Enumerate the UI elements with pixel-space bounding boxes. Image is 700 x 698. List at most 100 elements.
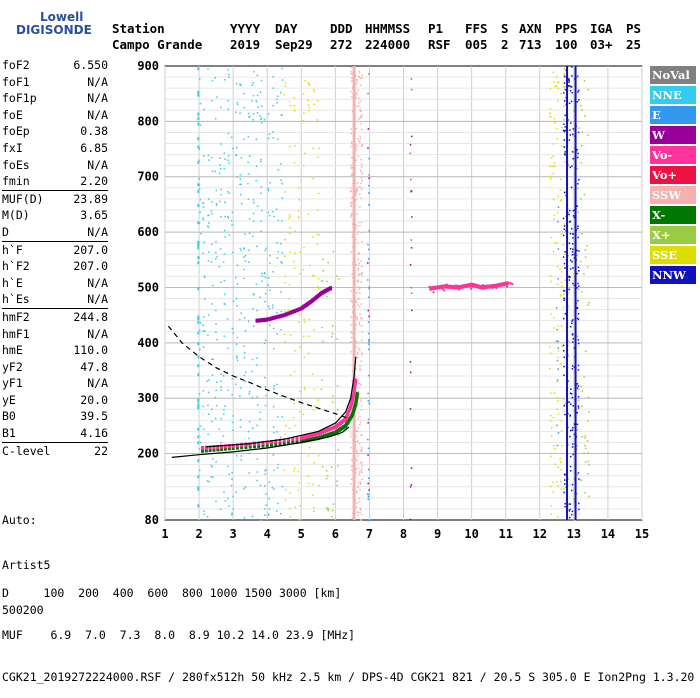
param-value: 3.65 (80, 208, 108, 223)
echo-dot (355, 472, 357, 474)
echo-dot (355, 263, 357, 266)
echo-dot (236, 283, 239, 285)
echo-dot (239, 193, 242, 196)
echo-dot (311, 373, 314, 375)
echo-dot (359, 206, 361, 208)
echo-dot (280, 395, 283, 397)
echo-dot (587, 134, 589, 136)
echo-dot (580, 385, 582, 388)
echo-dot (587, 396, 590, 399)
echo-dot (359, 349, 361, 352)
echo-dot (231, 327, 234, 330)
echo-dot (202, 324, 204, 327)
echo-dot (568, 102, 571, 105)
echo-dot (289, 105, 292, 107)
echo-dot (584, 491, 586, 494)
echo-dot (203, 108, 205, 111)
echo-dot (355, 187, 358, 190)
echo-dot (552, 481, 555, 483)
header-label-4: HHMMSS (365, 21, 411, 36)
trace-point-x (231, 446, 235, 451)
echo-dot (573, 129, 576, 131)
echo-dot (207, 198, 210, 200)
echo-dot (308, 446, 311, 449)
echo-dot (239, 112, 241, 114)
echo-dot (312, 506, 315, 509)
echo-dot (251, 515, 254, 518)
echo-dot (359, 507, 361, 510)
echo-dot (199, 322, 202, 324)
echo-dot (308, 109, 310, 112)
echo-dot (302, 268, 304, 271)
trace-point-x (204, 448, 208, 453)
echo-dot (564, 114, 566, 117)
echo-dot (317, 286, 319, 288)
echo-dot (580, 145, 583, 147)
echo-dot (553, 214, 556, 216)
param-row-hf2: h`F2 207.0 (2, 258, 108, 275)
echo-dot (255, 179, 257, 182)
echo-dot (576, 444, 579, 447)
echo-dot (559, 189, 562, 191)
echo-dot (317, 277, 320, 280)
header-value-0: Campo Grande (112, 37, 203, 52)
echo-dot (563, 398, 565, 400)
echo-dot (199, 198, 202, 201)
trace-point-vo (461, 284, 465, 289)
echo-dot (206, 380, 208, 382)
echo-dot (577, 236, 579, 239)
echo-dot (573, 347, 576, 349)
echo-dot (243, 248, 245, 250)
echo-dot (252, 220, 255, 222)
echo-dot (564, 126, 566, 128)
param-value: 207.0 (73, 242, 108, 257)
echo-dot (252, 235, 254, 238)
echo-dot (316, 233, 319, 236)
echo-dot (357, 279, 360, 281)
echo-dot (218, 265, 221, 268)
echo-dot (573, 498, 575, 500)
cluster-point (511, 283, 514, 286)
echo-dot (360, 471, 363, 474)
echo-dot (550, 505, 552, 507)
trace-point-x (314, 436, 318, 441)
echo-dot (220, 188, 222, 191)
echo-dot (554, 121, 556, 124)
echo-dot (563, 479, 566, 481)
echo-dot (276, 383, 278, 386)
echo-dot (256, 396, 258, 398)
echo-dot (357, 105, 360, 107)
echo-dot (203, 276, 206, 279)
echo-dot (410, 467, 413, 469)
echo-dot (356, 301, 358, 304)
trace-point-x (316, 436, 320, 441)
trace-point-vo (204, 445, 208, 450)
echo-dot (557, 195, 560, 198)
echo-dot (283, 333, 286, 336)
echo-dot (247, 444, 249, 446)
echo-dot (207, 68, 209, 70)
trace-point-vo (449, 284, 453, 289)
y-tick-label-200: 200 (137, 447, 159, 461)
param-value: N/A (87, 91, 108, 106)
echo-dot (210, 100, 213, 102)
echo-dot (581, 233, 583, 235)
echo-dot (355, 323, 358, 326)
echo-dot (358, 471, 361, 473)
echo-dot (350, 187, 352, 189)
echo-dot (350, 469, 353, 471)
echo-dot (267, 513, 270, 516)
echo-dot (267, 137, 270, 140)
echo-dot (355, 467, 358, 470)
echo-dot (350, 478, 353, 480)
echo-dot (557, 81, 560, 83)
param-label: B0 (2, 409, 16, 424)
echo-dot (202, 346, 205, 348)
echo-dot (303, 120, 305, 123)
header-label-7: S (501, 21, 509, 36)
echo-dot (358, 97, 360, 99)
echo-dot (554, 463, 556, 465)
echo-dot (552, 198, 555, 201)
echo-dot (355, 441, 358, 443)
echo-dot (332, 250, 335, 253)
